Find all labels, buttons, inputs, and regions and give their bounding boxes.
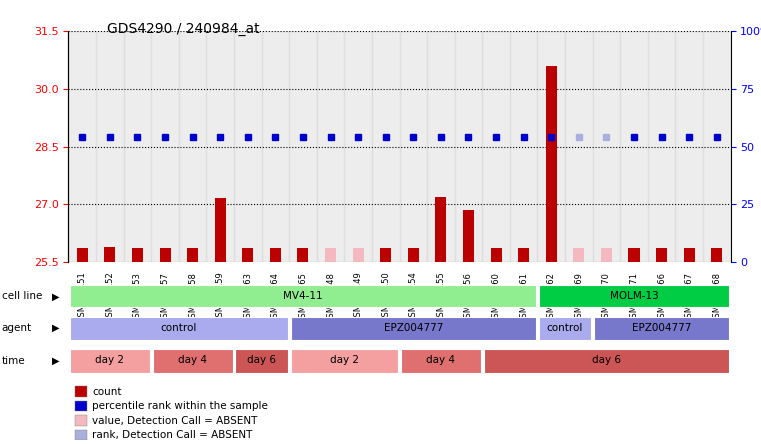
Bar (262, 31, 289, 262)
Bar (104, 246, 116, 262)
Bar (565, 31, 593, 262)
Text: MV4-11: MV4-11 (283, 291, 323, 301)
Bar (380, 249, 391, 262)
Bar (401, 349, 481, 373)
Text: control: control (161, 323, 197, 333)
Text: day 4: day 4 (426, 355, 455, 365)
Text: count: count (92, 387, 122, 396)
Bar (179, 31, 206, 262)
Bar (629, 249, 639, 262)
Bar (539, 285, 729, 307)
Text: GDS4290 / 240984_at: GDS4290 / 240984_at (107, 22, 260, 36)
Bar (291, 349, 398, 373)
Bar (537, 31, 565, 262)
Bar (648, 31, 675, 262)
Bar (325, 249, 336, 262)
Bar (160, 249, 170, 262)
Bar (573, 249, 584, 262)
Bar (151, 31, 179, 262)
Bar (68, 31, 96, 262)
Bar (703, 31, 731, 262)
Bar (96, 31, 123, 262)
Text: day 6: day 6 (247, 355, 276, 365)
Bar (454, 31, 482, 262)
Bar (400, 31, 427, 262)
Bar (298, 249, 308, 262)
Bar (75, 415, 88, 426)
Bar (620, 31, 648, 262)
Bar (683, 249, 695, 262)
Bar (75, 401, 88, 411)
Text: EPZ004777: EPZ004777 (632, 323, 691, 333)
Bar (510, 31, 537, 262)
Bar (482, 31, 510, 262)
Text: agent: agent (2, 323, 32, 333)
Text: ▶: ▶ (52, 356, 59, 365)
Text: ▶: ▶ (52, 291, 59, 301)
Bar (70, 285, 536, 307)
Bar (75, 386, 88, 397)
Text: MOLM-13: MOLM-13 (610, 291, 658, 301)
Bar (215, 198, 226, 262)
Bar (352, 249, 364, 262)
Bar (372, 31, 400, 262)
Bar (408, 249, 419, 262)
Text: day 2: day 2 (95, 355, 124, 365)
Text: day 4: day 4 (178, 355, 207, 365)
Text: value, Detection Call = ABSENT: value, Detection Call = ABSENT (92, 416, 257, 425)
Bar (546, 66, 557, 262)
Bar (270, 249, 281, 262)
Bar (463, 210, 474, 262)
Bar (291, 317, 536, 340)
Bar (187, 249, 198, 262)
Bar (491, 249, 501, 262)
Bar (132, 249, 143, 262)
Text: cell line: cell line (2, 291, 42, 301)
Bar (594, 317, 729, 340)
Bar (712, 249, 722, 262)
Bar (242, 249, 253, 262)
Bar (317, 31, 344, 262)
Bar (235, 349, 288, 373)
Bar (656, 249, 667, 262)
Text: day 2: day 2 (330, 355, 359, 365)
Text: ▶: ▶ (52, 323, 59, 333)
Bar (77, 249, 88, 262)
Bar (123, 31, 151, 262)
Bar (539, 317, 591, 340)
Bar (675, 31, 703, 262)
Bar (593, 31, 620, 262)
Bar (427, 31, 454, 262)
Bar (344, 31, 372, 262)
Text: percentile rank within the sample: percentile rank within the sample (92, 401, 268, 411)
Text: rank, Detection Call = ABSENT: rank, Detection Call = ABSENT (92, 430, 253, 440)
Text: control: control (547, 323, 583, 333)
Bar (206, 31, 234, 262)
Bar (435, 197, 447, 262)
Text: EPZ004777: EPZ004777 (384, 323, 443, 333)
Bar (289, 31, 317, 262)
Bar (518, 249, 529, 262)
Bar (153, 349, 233, 373)
Bar (70, 317, 288, 340)
Bar (70, 349, 150, 373)
Bar (601, 249, 612, 262)
Text: day 6: day 6 (592, 355, 621, 365)
Bar (484, 349, 729, 373)
Text: time: time (2, 356, 25, 365)
Bar (75, 430, 88, 440)
Bar (234, 31, 262, 262)
